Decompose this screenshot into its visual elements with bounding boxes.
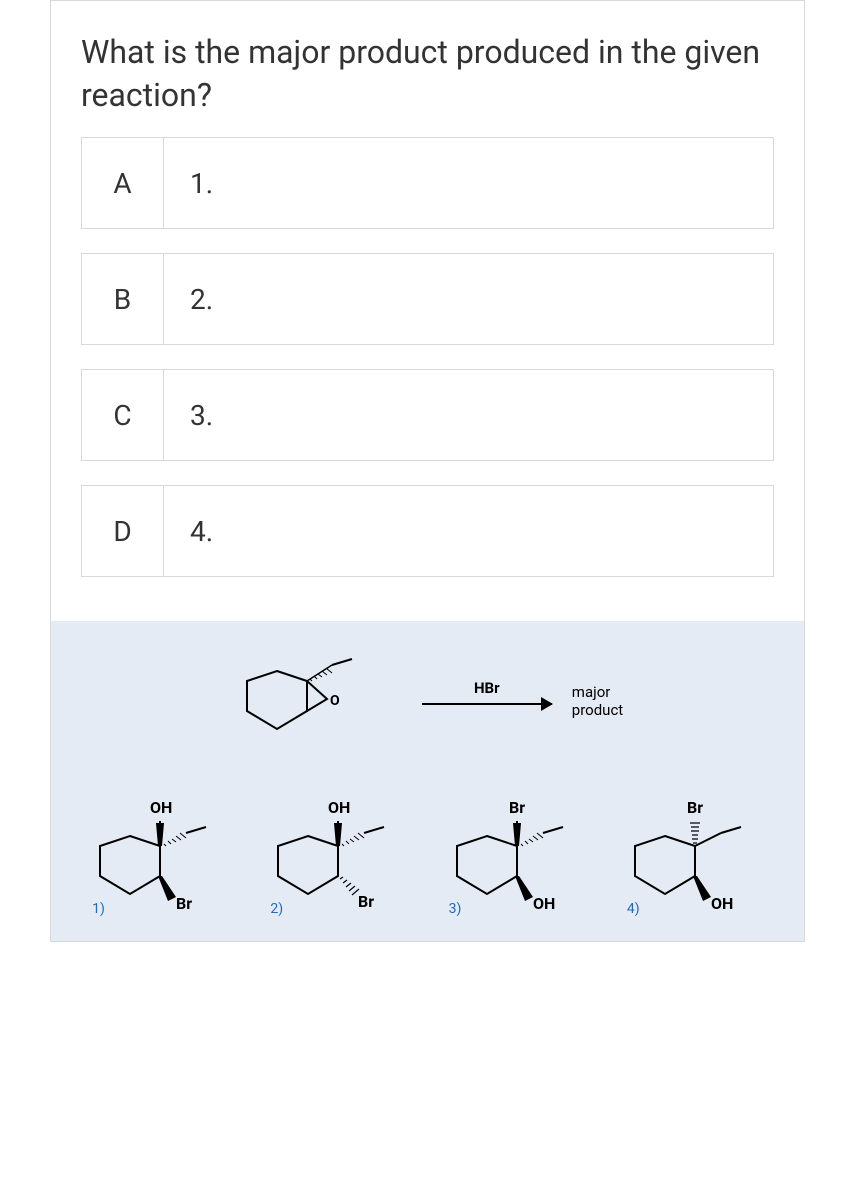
svg-text:OH: OH: [150, 798, 172, 817]
option-b[interactable]: B 2.: [81, 253, 774, 345]
products-row: OH Br 1): [71, 781, 784, 921]
option-content: 4.: [164, 486, 773, 576]
option-c[interactable]: C 3.: [81, 369, 774, 461]
product-4: Br OH 4): [615, 781, 775, 921]
svg-text:O: O: [330, 693, 340, 709]
option-a[interactable]: A 1.: [81, 137, 774, 229]
option-content: 2.: [164, 254, 773, 344]
product-3: Br OH 3): [437, 781, 597, 921]
product-number: 2): [270, 901, 283, 917]
product-1: OH Br 1): [80, 781, 240, 921]
svg-text:OH: OH: [328, 798, 350, 817]
reaction-row: O HBr major product: [71, 651, 784, 751]
reactant-structure: O: [232, 651, 402, 751]
option-letter: B: [82, 254, 164, 344]
svg-text:Br: Br: [176, 894, 192, 913]
product-1-structure: OH Br: [80, 781, 240, 921]
option-letter: C: [82, 370, 164, 460]
option-letter: D: [82, 486, 164, 576]
option-d[interactable]: D 4.: [81, 485, 774, 577]
arrow-head-icon: [541, 697, 553, 711]
question-section: What is the major product produced in th…: [51, 1, 804, 137]
product-number: 3): [449, 901, 462, 917]
major-product-label: major product: [572, 683, 623, 719]
svg-text:Br: Br: [509, 798, 525, 817]
svg-text:Br: Br: [358, 892, 374, 911]
option-content: 3.: [164, 370, 773, 460]
reaction-arrow: HBr: [422, 681, 552, 721]
options-list: A 1. B 2. C 3. D 4.: [51, 137, 804, 621]
svg-text:OH: OH: [711, 894, 733, 913]
svg-text:OH: OH: [533, 894, 555, 913]
product-number: 1): [92, 901, 105, 917]
label-line1: major: [572, 683, 623, 701]
svg-text:Br: Br: [687, 798, 703, 817]
diagram-section: O HBr major product: [51, 621, 804, 941]
question-text: What is the major product produced in th…: [81, 31, 774, 117]
product-3-structure: Br OH: [437, 781, 597, 921]
product-4-structure: Br OH: [615, 781, 775, 921]
arrow-line: [422, 703, 552, 705]
question-container: What is the major product produced in th…: [50, 0, 805, 942]
product-number: 4): [627, 901, 640, 917]
reagent-label: HBr: [474, 679, 500, 697]
label-line2: product: [572, 701, 623, 719]
product-2-structure: OH Br: [258, 781, 418, 921]
product-2: OH Br 2): [258, 781, 418, 921]
option-letter: A: [82, 138, 164, 228]
option-content: 1.: [164, 138, 773, 228]
